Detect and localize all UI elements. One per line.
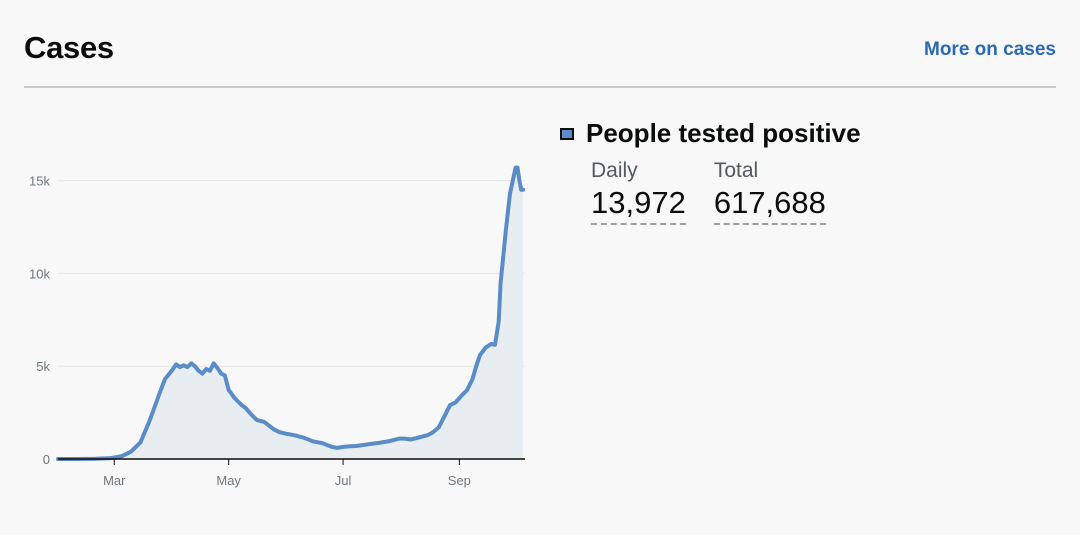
page-title: Cases (24, 30, 114, 65)
y-tick-label: 15k (29, 174, 50, 189)
total-value[interactable]: 617,688 (713, 185, 826, 225)
cases-chart: 0 5k 10k 15k Mar May Jul Sep (0, 100, 545, 535)
legend-swatch (560, 128, 574, 140)
metric-heading: People tested positive (560, 118, 1040, 149)
x-tick-label: May (216, 473, 241, 488)
x-tick-label: Mar (103, 473, 126, 488)
cases-line (56, 165, 526, 461)
cases-chart-svg: 0 5k 10k 15k Mar May Jul Sep (29, 165, 526, 488)
cases-area (58, 167, 524, 459)
daily-block: Daily 13,972 (591, 159, 686, 225)
metric-values: Daily 13,972 Total 617,688 (591, 159, 1040, 225)
metric-people-tested-positive: People tested positive Daily 13,972 Tota… (560, 118, 1040, 225)
y-tick-label: 5k (36, 359, 50, 374)
more-on-cases-link[interactable]: More on cases (924, 39, 1056, 60)
total-caption: Total (713, 159, 759, 182)
total-block: Total 617,688 (713, 159, 826, 225)
daily-caption: Daily (591, 159, 638, 182)
y-tick-label: 0 (43, 452, 50, 467)
x-tick-label: Jul (335, 473, 352, 488)
x-tick-label: Sep (448, 473, 471, 488)
daily-value[interactable]: 13,972 (591, 185, 686, 225)
metric-label: People tested positive (586, 118, 861, 148)
section-header: Cases More on cases (24, 26, 1056, 88)
y-tick-label: 10k (29, 266, 50, 281)
